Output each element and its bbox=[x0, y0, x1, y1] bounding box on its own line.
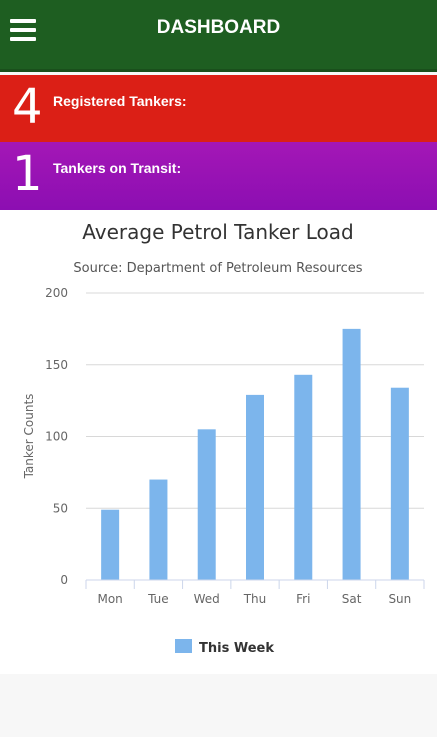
bar-fri[interactable] bbox=[294, 374, 313, 580]
tankers-on-transit-card[interactable]: 1 Tankers on Transit: bbox=[0, 142, 437, 210]
bar-tue[interactable] bbox=[149, 479, 168, 580]
registered-tankers-label: Registered Tankers: bbox=[53, 93, 187, 109]
x-tick-label: Thu bbox=[243, 592, 267, 606]
y-axis-label: Tanker Counts bbox=[22, 394, 36, 480]
bar-thu[interactable] bbox=[246, 394, 264, 580]
chart-title: Average Petrol Tanker Load bbox=[82, 220, 353, 244]
hamburger-menu-icon[interactable] bbox=[10, 19, 36, 41]
y-tick-label: 100 bbox=[45, 430, 68, 444]
bar-sat[interactable] bbox=[342, 328, 361, 580]
x-tick-label: Fri bbox=[296, 592, 310, 606]
chart-panel: Average Petrol Tanker Load Source: Depar… bbox=[0, 210, 437, 674]
bar-mon[interactable] bbox=[101, 509, 120, 580]
registered-tankers-count: 4 bbox=[12, 79, 43, 135]
tankers-on-transit-label: Tankers on Transit: bbox=[53, 160, 182, 176]
bar-wed[interactable] bbox=[197, 429, 216, 580]
y-tick-label: 150 bbox=[45, 358, 68, 372]
chart-subtitle: Source: Department of Petroleum Resource… bbox=[73, 261, 362, 276]
x-tick-label: Sat bbox=[342, 592, 362, 606]
x-tick-label: Sun bbox=[388, 592, 411, 606]
y-tick-label: 200 bbox=[45, 286, 68, 300]
top-bar: DASHBOARD bbox=[0, 0, 437, 72]
x-tick-label: Tue bbox=[147, 592, 169, 606]
y-tick-label: 50 bbox=[53, 501, 68, 515]
legend-label: This Week bbox=[199, 641, 274, 656]
bar-sun[interactable] bbox=[390, 387, 409, 580]
x-tick-label: Mon bbox=[97, 592, 122, 606]
page-title: DASHBOARD bbox=[156, 17, 281, 38]
tankers-on-transit-count: 1 bbox=[12, 146, 43, 202]
registered-tankers-card[interactable]: 4 Registered Tankers: bbox=[0, 75, 437, 142]
y-tick-label: 0 bbox=[60, 573, 68, 587]
page-footer-area bbox=[0, 674, 437, 737]
chart-legend[interactable]: This Week bbox=[175, 639, 274, 656]
bar-chart: Average Petrol Tanker Load Source: Depar… bbox=[22, 220, 425, 656]
legend-swatch bbox=[175, 639, 192, 653]
x-tick-label: Wed bbox=[194, 592, 220, 606]
